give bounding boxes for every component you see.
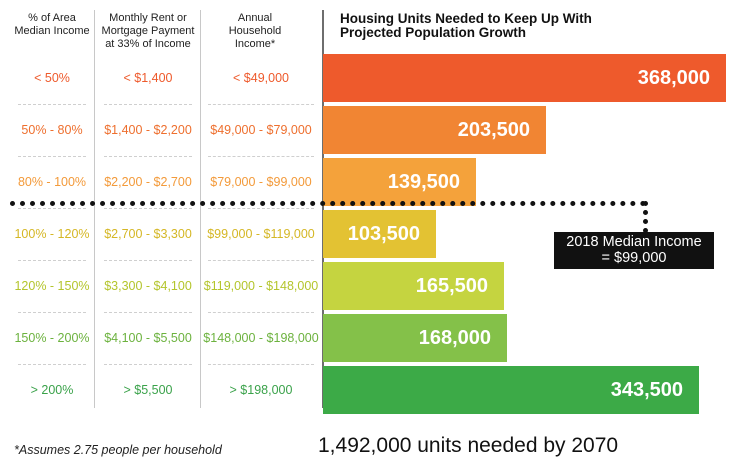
bar: 168,000 [323, 314, 507, 362]
median-income-connector [643, 201, 648, 233]
cell-rent: $4,100 - $5,500 [104, 331, 192, 345]
row-divider [18, 156, 86, 157]
bar-value-label: 368,000 [637, 66, 710, 89]
cell-ami: 100% - 120% [14, 227, 90, 241]
bar: 103,500 [323, 210, 436, 258]
row-divider [18, 364, 86, 365]
row-divider [104, 208, 192, 209]
median-callout-line2: = $99,000 [601, 250, 667, 266]
cell-ami: < 50% [34, 71, 70, 85]
cell-income: $99,000 - $119,000 [207, 227, 315, 241]
row-divider [208, 260, 314, 261]
row-divider [18, 260, 86, 261]
cell-rent: $3,300 - $4,100 [104, 279, 192, 293]
bar-value-label: 103,500 [347, 222, 420, 245]
median-income-line [10, 201, 646, 206]
total-units: 1,492,000 units needed by 2070 [318, 434, 619, 457]
cell-ami: 120% - 150% [14, 279, 90, 293]
row-divider [208, 156, 314, 157]
bar-value-label: 139,500 [387, 170, 460, 193]
cell-income: $49,000 - $79,000 [210, 123, 312, 137]
bar: 343,500 [323, 366, 699, 414]
bar-value-label: 203,500 [457, 118, 530, 141]
cell-ami: 80% - 100% [17, 175, 87, 189]
column-divider [200, 10, 201, 408]
cell-rent: > $5,500 [123, 383, 173, 397]
cell-ami: 50% - 80% [21, 123, 83, 137]
row-divider [18, 312, 86, 313]
chart-axis-line [322, 10, 324, 408]
cell-rent: < $1,400 [123, 71, 173, 85]
bar-value-label: 168,000 [418, 326, 491, 349]
bar-value-label: 343,500 [610, 378, 683, 401]
row-divider [208, 364, 314, 365]
bar-value-label: 165,500 [415, 274, 488, 297]
median-income-callout: 2018 Median Income = $99,000 [554, 232, 714, 269]
cell-income: > $198,000 [229, 383, 293, 397]
cell-income: < $49,000 [233, 71, 289, 85]
cell-rent: $1,400 - $2,200 [104, 123, 192, 137]
cell-income: $79,000 - $99,000 [210, 175, 312, 189]
cell-ami: > 200% [30, 383, 74, 397]
footnote: *Assumes 2.75 people per household [14, 443, 222, 457]
column-header-income: Annual Household Income* [228, 12, 282, 50]
bar: 139,500 [323, 158, 476, 206]
column-header-rent: Monthly Rent or Mortgage Payment at 33% … [101, 12, 195, 50]
row-divider [104, 260, 192, 261]
row-divider [18, 104, 86, 105]
median-callout-line1: 2018 Median Income [566, 234, 702, 250]
row-divider [104, 312, 192, 313]
row-divider [208, 312, 314, 313]
cell-income: $148,000 - $198,000 [203, 331, 319, 345]
cell-rent: $2,200 - $2,700 [104, 175, 192, 189]
row-divider [104, 104, 192, 105]
row-divider [104, 156, 192, 157]
cell-rent: $2,700 - $3,300 [104, 227, 192, 241]
column-divider [94, 10, 95, 408]
row-divider [208, 104, 314, 105]
chart-title: Housing Units Needed to Keep Up With Pro… [340, 11, 592, 40]
row-divider [208, 208, 314, 209]
cell-income: $119,000 - $148,000 [203, 279, 319, 293]
bar: 203,500 [323, 106, 546, 154]
row-divider [104, 364, 192, 365]
cell-ami: 150% - 200% [14, 331, 90, 345]
bar: 165,500 [323, 262, 504, 310]
bar: 368,000 [323, 54, 726, 102]
column-header-ami: % of Area Median Income [14, 12, 90, 37]
row-divider [18, 208, 86, 209]
